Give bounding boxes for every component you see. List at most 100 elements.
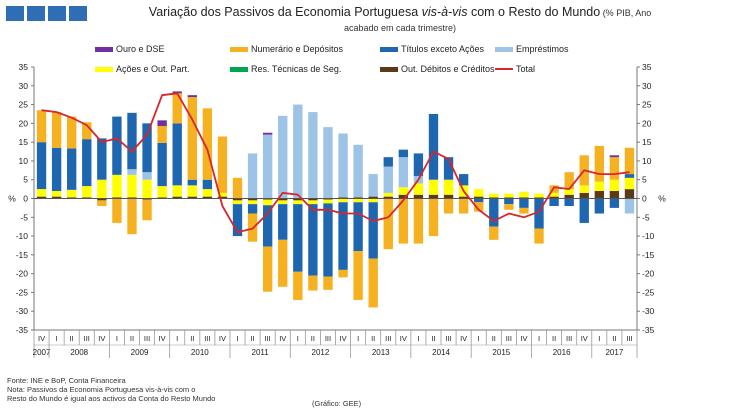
- bar-segment: [369, 202, 378, 258]
- bar-segment: [293, 272, 302, 300]
- y-tick-label-right: 25: [642, 100, 652, 110]
- bar-segment: [157, 186, 166, 197]
- quarter-label: II: [190, 334, 194, 343]
- bar-segment: [444, 195, 453, 199]
- quarter-label: III: [566, 334, 572, 343]
- quarter-label: IV: [581, 334, 588, 343]
- bar-segment: [353, 145, 362, 198]
- year-label: 2012: [312, 348, 330, 357]
- bar-segment: [384, 167, 393, 193]
- y-tick-label-right: 20: [642, 118, 652, 128]
- quarter-label: II: [492, 334, 496, 343]
- bar-segment: [353, 199, 362, 203]
- bar-segment: [353, 251, 362, 300]
- quarter-label: III: [626, 334, 632, 343]
- bar-segment: [157, 126, 166, 143]
- bar-segment: [384, 157, 393, 166]
- bar-segment: [203, 189, 212, 197]
- bar-segment: [308, 276, 317, 291]
- bar-segment: [549, 199, 558, 207]
- bar-segment: [625, 178, 634, 189]
- bar-segment: [112, 117, 121, 175]
- quarter-label: IV: [339, 334, 346, 343]
- quarter-label: III: [325, 334, 331, 343]
- bar-segment: [369, 199, 378, 203]
- bar-segment: [67, 190, 76, 198]
- y-tick-label: -15: [16, 250, 29, 260]
- bar-segment: [142, 172, 151, 180]
- quarter-label: IV: [159, 334, 166, 343]
- bar-segment: [429, 180, 438, 195]
- bar-segment: [323, 200, 332, 204]
- bar-segment: [173, 185, 182, 196]
- y-tick-label: 20: [19, 118, 29, 128]
- bar-segment: [580, 185, 589, 193]
- bar-segment: [564, 172, 573, 189]
- bar-segment: [489, 227, 498, 240]
- bar-segment: [37, 110, 46, 142]
- bar-segment: [67, 117, 76, 149]
- y-tick-label-right: 15: [642, 137, 652, 147]
- quarter-label: I: [357, 334, 359, 343]
- quarter-label: IV: [520, 334, 527, 343]
- bar-segment: [595, 199, 604, 214]
- y-tick-label-right: -20: [642, 269, 655, 279]
- bar-segment: [489, 194, 498, 198]
- y-tick-label: 35: [19, 62, 29, 72]
- quarter-label: III: [84, 334, 90, 343]
- bar-segment: [323, 203, 332, 276]
- bar-segment: [188, 185, 197, 196]
- bar-segment: [369, 259, 378, 308]
- bar-segment: [278, 204, 287, 240]
- chart-footer: Fonte: INE e BoP, Conta Financeira Nota:…: [7, 376, 215, 403]
- bar-segment: [595, 191, 604, 199]
- year-label: 2013: [372, 348, 390, 357]
- bar-segment: [338, 134, 347, 198]
- bar-segment: [142, 123, 151, 172]
- bar-segment: [293, 105, 302, 199]
- year-label: 2009: [131, 348, 149, 357]
- bar-segment: [399, 150, 408, 158]
- bar-segment: [248, 204, 257, 213]
- bar-segment: [610, 155, 619, 157]
- quarter-label: III: [204, 334, 210, 343]
- y-tick-label: -10: [16, 231, 29, 241]
- quarter-label: I: [236, 334, 238, 343]
- bar-segment: [278, 240, 287, 287]
- quarter-label: IV: [219, 334, 226, 343]
- y-tick-label-right: -5: [642, 212, 650, 222]
- bar-segment: [218, 137, 227, 193]
- bar-segment: [278, 116, 287, 199]
- bar-segment: [534, 229, 543, 244]
- quarter-label: I: [176, 334, 178, 343]
- y-tick-label-right: 5: [642, 175, 647, 185]
- bar-segment: [293, 200, 302, 204]
- quarter-label: I: [478, 334, 480, 343]
- bar-segment: [278, 200, 287, 204]
- quarter-label: III: [506, 334, 512, 343]
- y-tick-label-right: -10: [642, 231, 655, 241]
- bar-segment: [399, 187, 408, 195]
- bar-segment: [384, 193, 393, 197]
- bar-segment: [519, 199, 528, 208]
- bar-segment: [308, 200, 317, 204]
- bar-segment: [37, 142, 46, 189]
- quarter-label: II: [251, 334, 255, 343]
- bar-segment: [580, 199, 589, 223]
- bar-segment: [308, 204, 317, 275]
- bar-segment: [489, 199, 498, 227]
- y-axis-label: %: [8, 194, 16, 204]
- bar-segment: [414, 199, 423, 244]
- bar-segment: [263, 247, 272, 292]
- y-tick-label-right: 0: [642, 194, 647, 204]
- quarter-label: I: [538, 334, 540, 343]
- bar-segment: [97, 138, 106, 179]
- quarter-label: IV: [460, 334, 467, 343]
- quarter-label: I: [598, 334, 600, 343]
- bar-segment: [82, 139, 91, 186]
- y-tick-label: 10: [19, 156, 29, 166]
- bar-segment: [504, 199, 513, 205]
- bar-segment: [127, 199, 136, 235]
- bar-segment: [595, 146, 604, 182]
- year-label: 2015: [492, 348, 510, 357]
